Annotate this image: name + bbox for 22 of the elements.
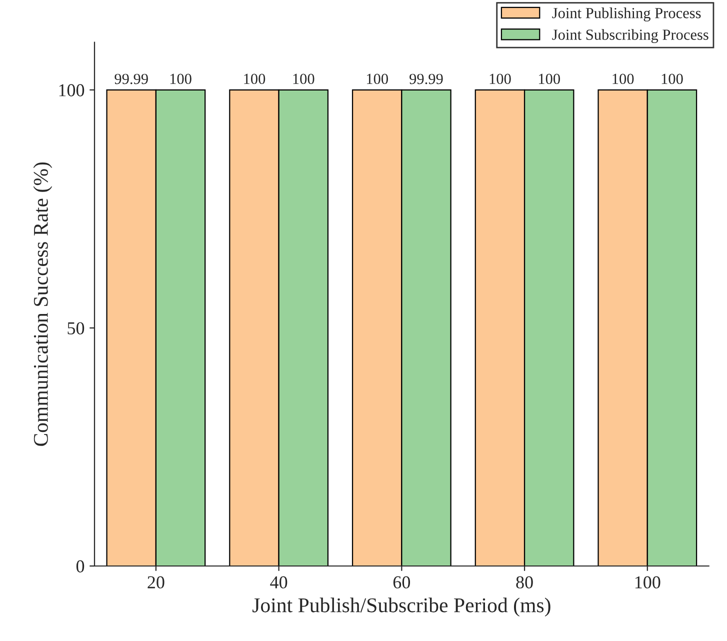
x-axis-title: Joint Publish/Subscribe Period (ms) — [252, 598, 550, 617]
data-label: 99.99 — [410, 74, 443, 84]
y-axis-title: Communication Success Rate (%) — [33, 162, 52, 446]
data-label: 99.99 — [114, 74, 148, 84]
legend-label: Joint Publishing Process — [552, 7, 701, 22]
data-label: 100 — [244, 74, 266, 84]
data-label: 100 — [366, 74, 388, 84]
data-label: 100 — [538, 74, 560, 84]
y-tick-label: 50 — [68, 322, 84, 334]
x-tick-label: 60 — [393, 576, 410, 588]
data-label: 100 — [612, 74, 634, 84]
legend-label: Joint Subscribing Process — [552, 29, 708, 44]
x-tick-label: 100 — [635, 576, 660, 588]
x-tick-label: 40 — [270, 576, 288, 588]
y-tick-label: 0 — [76, 560, 84, 572]
data-label: 100 — [662, 74, 683, 84]
x-tick-label: 20 — [148, 576, 164, 588]
data-label: 100 — [490, 74, 511, 84]
x-tick-label: 80 — [516, 576, 533, 588]
data-label: 100 — [293, 74, 314, 84]
y-tick-label: 100 — [59, 84, 84, 96]
data-label: 100 — [170, 74, 192, 84]
